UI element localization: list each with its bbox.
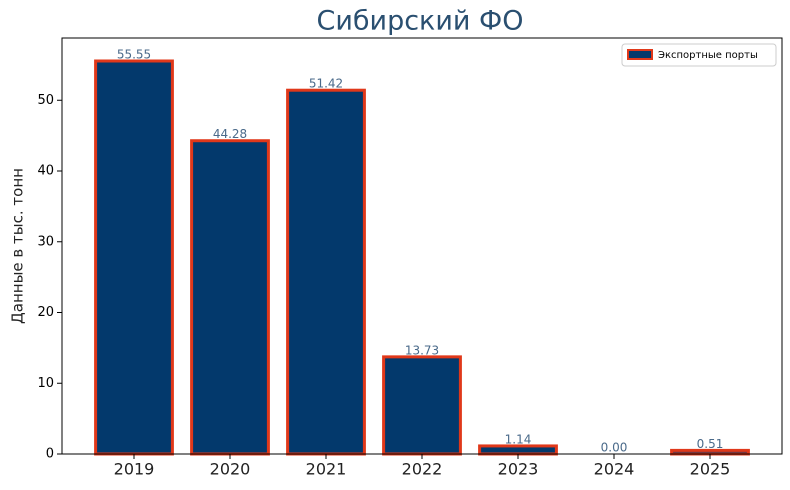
legend-label: Экспортные порты: [658, 50, 758, 61]
x-tick-label: 2021: [306, 460, 347, 479]
bar: [190, 139, 270, 456]
bar: [478, 444, 558, 456]
value-label: 55.55: [117, 47, 151, 61]
value-label: 13.73: [405, 343, 439, 357]
bar: [670, 448, 750, 456]
y-tick-label: 20: [37, 305, 54, 320]
plot-frame: [61, 37, 783, 455]
x-tick-label: 2022: [402, 460, 443, 479]
x-tick-label: 2024: [594, 460, 635, 479]
x-tick-label: 2020: [210, 460, 251, 479]
bar: [94, 59, 174, 456]
y-tick-label: 40: [37, 164, 54, 179]
bar: [286, 88, 366, 456]
y-tick-label: 10: [37, 376, 54, 391]
value-label: 0.51: [697, 437, 724, 451]
y-tick-label: 50: [37, 93, 54, 108]
legend-box: [621, 43, 777, 67]
value-label: 1.14: [505, 432, 532, 446]
x-tick-label: 2019: [114, 460, 155, 479]
legend-swatch: [627, 49, 653, 60]
value-label: 0.00: [601, 441, 628, 455]
x-tick-label: 2023: [498, 460, 539, 479]
y-tick-label: 30: [37, 234, 54, 249]
chart-title: Сибирский ФО: [316, 6, 523, 37]
bar: [382, 355, 462, 456]
y-axis-label: Данные в тыс. тонн: [9, 168, 27, 324]
x-tick-label: 2025: [690, 460, 731, 479]
value-label: 51.42: [309, 77, 343, 91]
y-tick-label: 0: [46, 447, 54, 462]
value-label: 44.28: [213, 127, 247, 141]
